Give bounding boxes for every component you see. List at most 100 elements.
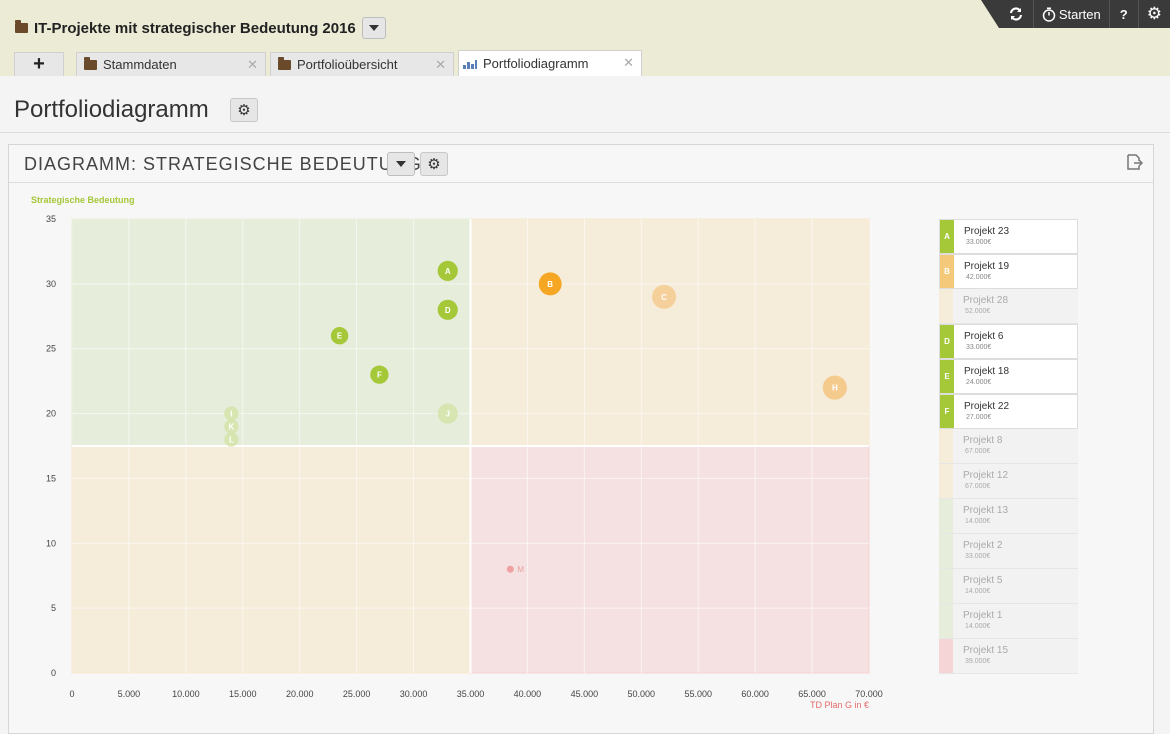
legend-item[interactable]: Projekt 12 67.000€ — [939, 464, 1078, 499]
legend-item[interactable]: F Projekt 22 27.000€ — [939, 394, 1078, 429]
legend-project-name: Projekt 2 — [963, 540, 1003, 551]
data-point-i[interactable] — [224, 406, 239, 421]
panel-title: DIAGRAMM: STRATEGISCHE BEDEUTUNG — [24, 154, 422, 174]
tab-label: Portfoliodiagramm — [483, 56, 589, 71]
help-button[interactable]: ? — [1108, 0, 1138, 28]
legend-project-name: Projekt 15 — [963, 645, 1009, 656]
export-icon[interactable] — [1125, 153, 1143, 171]
data-point-label: M — [517, 565, 524, 574]
y-tick-label: 25 — [46, 344, 56, 354]
legend-project-amount: 42.000€ — [966, 274, 992, 281]
y-tick-label: 35 — [46, 214, 56, 224]
x-tick-label: 0 — [69, 689, 74, 699]
legend-item[interactable]: Projekt 1 14.000€ — [939, 604, 1078, 639]
close-icon[interactable]: ✕ — [623, 55, 634, 70]
legend-project-name: Projekt 13 — [963, 505, 1009, 516]
project-dropdown-button[interactable] — [361, 17, 386, 39]
data-point-a[interactable] — [437, 260, 458, 281]
legend-project-amount: 33.000€ — [966, 344, 992, 351]
legend-color-marker — [939, 604, 953, 638]
data-point-label: H — [832, 384, 838, 393]
legend-project-name: Projekt 23 — [964, 226, 1010, 237]
folder-icon — [278, 56, 291, 70]
plus-icon: + — [33, 53, 45, 75]
data-point-c[interactable] — [652, 284, 677, 309]
x-tick-label: 25.000 — [343, 689, 371, 699]
tab-portfoliodiagramm[interactable]: Portfoliodiagramm ✕ — [458, 50, 642, 76]
legend-color-marker — [939, 499, 953, 533]
data-point-m[interactable] — [506, 565, 514, 573]
legend-project-amount: 52.000€ — [965, 308, 991, 315]
sync-button[interactable] — [999, 0, 1033, 28]
data-point-label: A — [445, 267, 451, 276]
legend-project-amount: 39.000€ — [965, 658, 991, 665]
tab-label: Portfolioübersicht — [297, 57, 398, 72]
legend-project-amount: 33.000€ — [965, 553, 991, 560]
legend-project-name: Projekt 12 — [963, 470, 1009, 481]
data-point-h[interactable] — [822, 375, 847, 400]
close-icon[interactable]: ✕ — [435, 57, 446, 72]
x-tick-label: 55.000 — [684, 689, 712, 699]
start-button[interactable]: Starten — [1032, 0, 1109, 28]
data-point-label: K — [229, 423, 235, 432]
stopwatch-icon — [1042, 7, 1056, 22]
page-settings-button[interactable]: ⚙ — [230, 98, 258, 122]
x-tick-label: 10.000 — [172, 689, 200, 699]
legend-item[interactable]: Projekt 5 14.000€ — [939, 569, 1078, 604]
zone-top-right — [470, 218, 870, 447]
legend-color-marker — [939, 639, 953, 673]
tab-stammdaten[interactable]: Stammdaten ✕ — [76, 52, 266, 76]
toolbar: Starten ? ⚙ — [980, 0, 1170, 28]
portfolio-chart: 0 5.000 10.000 15.000 20.000 25.000 30.000 35.0… — [31, 195, 883, 710]
legend-item[interactable]: Projekt 2 33.000€ — [939, 534, 1078, 569]
legend-item[interactable]: D Projekt 6 33.000€ — [939, 324, 1078, 359]
data-point-j[interactable] — [437, 403, 458, 424]
y-tick-label: 20 — [46, 409, 56, 419]
legend-item[interactable]: Projekt 28 52.000€ — [939, 289, 1078, 324]
legend-item[interactable]: B Projekt 19 42.000€ — [939, 254, 1078, 289]
y-tick-label: 5 — [51, 603, 56, 613]
legend-project-name: Projekt 19 — [964, 261, 1010, 272]
panel-header: DIAGRAMM: STRATEGISCHE BEDEUTUNG ⚙ — [9, 145, 1153, 183]
legend-project-name: Projekt 18 — [964, 366, 1010, 377]
add-tab-button[interactable]: + — [14, 52, 64, 76]
legend-item[interactable]: E Projekt 18 24.000€ — [939, 359, 1078, 394]
settings-button[interactable]: ⚙ — [1137, 0, 1170, 28]
x-tick-label: 5.000 — [118, 689, 141, 699]
data-point-f[interactable] — [370, 365, 389, 384]
legend-item[interactable]: Projekt 15 39.000€ — [939, 639, 1078, 674]
data-point-label: F — [377, 371, 382, 380]
data-point-k[interactable] — [224, 419, 239, 434]
tab-portfoliouebersicht[interactable]: Portfolioübersicht ✕ — [270, 52, 454, 76]
close-icon[interactable]: ✕ — [247, 57, 258, 72]
legend-project-name: Projekt 8 — [963, 435, 1003, 446]
data-point-e[interactable] — [330, 327, 349, 345]
legend-project-amount: 33.000€ — [966, 239, 992, 246]
legend: A Projekt 23 33.000€ B Projekt 19 42.000€ Proj… — [939, 219, 1078, 674]
data-point-b[interactable] — [538, 272, 562, 296]
diagram-dropdown-button[interactable] — [387, 152, 415, 176]
data-point-d[interactable] — [437, 299, 458, 320]
x-tick-label: 20.000 — [286, 689, 314, 699]
page-header: Portfoliodiagramm ⚙ — [0, 76, 1170, 133]
x-tick-label: 45.000 — [571, 689, 599, 699]
legend-color-marker — [939, 429, 953, 463]
x-tick-label: 70.000 — [855, 689, 883, 699]
data-point-label: B — [547, 280, 553, 289]
legend-project-name: Projekt 1 — [963, 610, 1003, 621]
sync-icon — [1009, 7, 1022, 21]
legend-item[interactable]: A Projekt 23 33.000€ — [939, 219, 1078, 254]
legend-color-marker: E — [940, 360, 954, 393]
tab-label: Stammdaten — [103, 57, 177, 72]
diagram-settings-button[interactable]: ⚙ — [420, 152, 448, 176]
legend-item[interactable]: Projekt 8 67.000€ — [939, 429, 1078, 464]
legend-color-marker — [939, 534, 953, 568]
legend-item[interactable]: Projekt 13 14.000€ — [939, 499, 1078, 534]
gear-icon: ⚙ — [1146, 4, 1162, 23]
data-point-l[interactable] — [224, 432, 239, 447]
x-axis-label: TD Plan G in € — [810, 700, 869, 710]
project-title: IT-Projekte mit strategischer Bedeutung … — [34, 19, 356, 37]
data-point-label: C — [661, 293, 667, 302]
legend-color-marker — [939, 464, 953, 498]
zone-top-left — [71, 218, 471, 447]
